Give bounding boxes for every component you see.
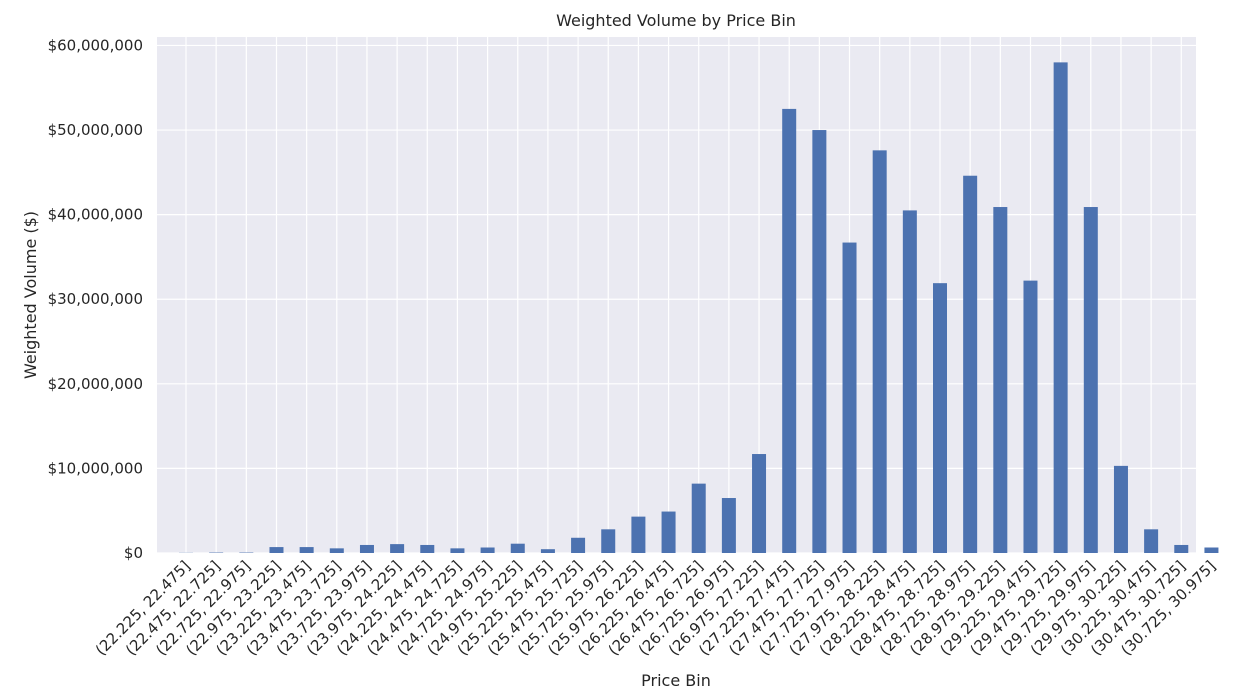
bar <box>812 130 827 553</box>
bar <box>450 548 465 553</box>
x-axis-ticks: (22.225, 22.475](22.475, 22.725](22.725,… <box>92 557 1219 659</box>
bar <box>329 548 344 553</box>
y-tick-label: $0 <box>124 544 143 562</box>
bar <box>631 516 646 553</box>
bar <box>269 547 284 553</box>
bar <box>933 283 947 553</box>
bar <box>571 537 586 553</box>
bar <box>872 150 887 553</box>
bar <box>1023 280 1038 553</box>
x-axis-label: Price Bin <box>641 671 711 690</box>
bar <box>782 108 797 553</box>
y-tick-label: $50,000,000 <box>48 121 143 139</box>
y-axis-label: Weighted Volume ($) <box>21 211 40 379</box>
bar <box>1174 544 1189 553</box>
bar <box>1144 529 1159 553</box>
bar <box>721 498 736 553</box>
bar <box>1204 547 1219 553</box>
y-tick-label: $40,000,000 <box>48 206 143 224</box>
bar <box>1113 465 1128 553</box>
bar <box>390 544 405 553</box>
bar <box>1053 62 1068 554</box>
bar <box>993 207 1008 553</box>
bar <box>1083 207 1098 553</box>
y-tick-label: $20,000,000 <box>48 375 143 393</box>
bar <box>661 511 676 553</box>
plot-background <box>157 37 1196 553</box>
chart-title: Weighted Volume by Price Bin <box>556 11 796 30</box>
bar <box>842 242 857 554</box>
bar <box>480 547 495 553</box>
bar <box>359 544 374 553</box>
bar <box>540 549 555 553</box>
bar <box>601 529 616 553</box>
y-tick-label: $10,000,000 <box>48 459 143 477</box>
y-axis-ticks: $0 $10,000,000 $20,000,000 $30,000,000 $40,0… <box>48 36 143 562</box>
bars <box>179 62 1219 554</box>
bar <box>420 544 435 553</box>
bar <box>752 454 767 553</box>
y-tick-label: $60,000,000 <box>48 36 143 54</box>
bar <box>963 175 978 553</box>
bar <box>299 547 314 553</box>
bar <box>902 210 917 553</box>
bar <box>510 543 525 553</box>
y-tick-label: $30,000,000 <box>48 290 143 308</box>
bar <box>691 483 706 553</box>
